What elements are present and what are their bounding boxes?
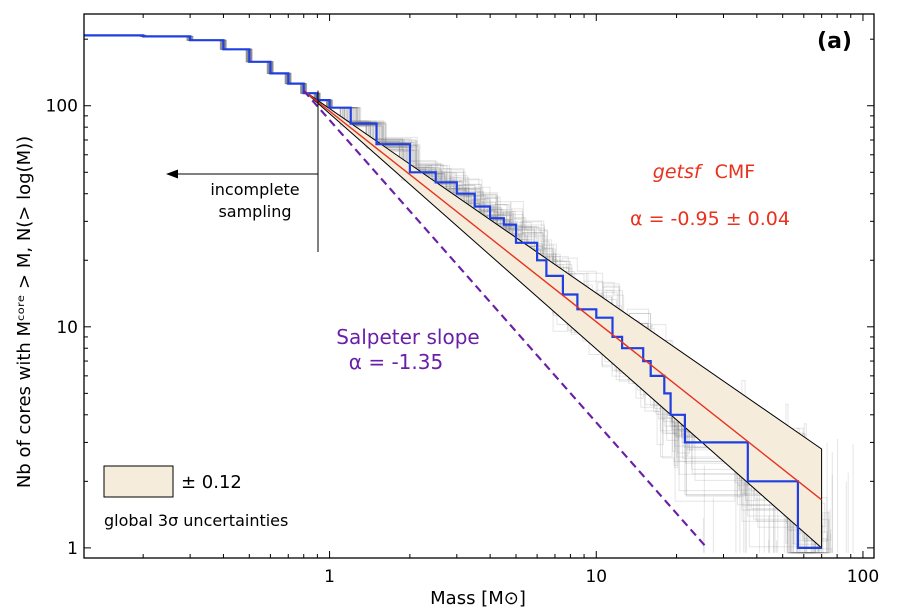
panel-label: (a) — [817, 29, 852, 54]
bootstrap-line — [84, 34, 823, 547]
incomplete-label-line1: incomplete — [210, 180, 299, 199]
incomplete-arrow-head — [166, 169, 178, 179]
y-axis-label: Nb of cores with Mᶜᵒʳᵉ > M, N(> log(M)) — [14, 136, 35, 488]
legend-caption: global 3σ uncertainties — [104, 511, 288, 530]
x-tick-label: 100 — [847, 567, 879, 587]
legend-text: ± 0.12 — [181, 472, 242, 493]
series-salpeter — [302, 89, 708, 549]
bootstrap-line — [84, 34, 812, 554]
bootstrap-line — [84, 34, 823, 535]
bootstrap-line — [85, 34, 828, 541]
legend: ± 0.12 global 3σ uncertainties — [103, 465, 288, 530]
bootstrap-line — [84, 34, 817, 532]
x-tick-label: 10 — [585, 567, 607, 587]
x-tick-label: 1 — [324, 567, 335, 587]
legend-swatch — [103, 465, 174, 498]
cmf-label: getsf CMF — [653, 161, 755, 183]
y-tick-label: 100 — [46, 97, 78, 117]
axis-ticks: 1 10 100 1 10 100 — [46, 14, 879, 587]
series-fit — [303, 90, 823, 501]
bootstrap-line — [85, 34, 828, 542]
y-tick-label: 1 — [67, 539, 78, 559]
bootstrap-line — [86, 34, 832, 541]
series-layer — [84, 34, 823, 549]
bootstrap-line — [84, 34, 819, 545]
bootstrap-line — [84, 34, 814, 554]
salpeter-alpha-label: α = -1.35 — [349, 350, 443, 374]
series-observed — [84, 34, 822, 549]
y-tick-label: 10 — [56, 318, 78, 338]
cmf-name: getsf — [653, 161, 704, 183]
bootstrap-line — [84, 34, 823, 541]
incomplete-sampling-marker — [166, 90, 319, 252]
bootstrap-line — [84, 34, 826, 535]
cmf-suffix: CMF — [715, 161, 756, 183]
bootstrap-line — [84, 34, 813, 544]
salpeter-label: Salpeter slope — [336, 325, 479, 349]
plot-frame — [83, 13, 875, 559]
x-axis-label: Mass [M⊙] — [430, 588, 526, 609]
uncertainty-band-area — [303, 90, 823, 550]
bootstrap-line — [84, 34, 820, 545]
uncertainty-band — [303, 90, 823, 550]
incomplete-label-line2: sampling — [218, 202, 291, 221]
fit-alpha-label: α = -0.95 ± 0.04 — [630, 208, 790, 230]
